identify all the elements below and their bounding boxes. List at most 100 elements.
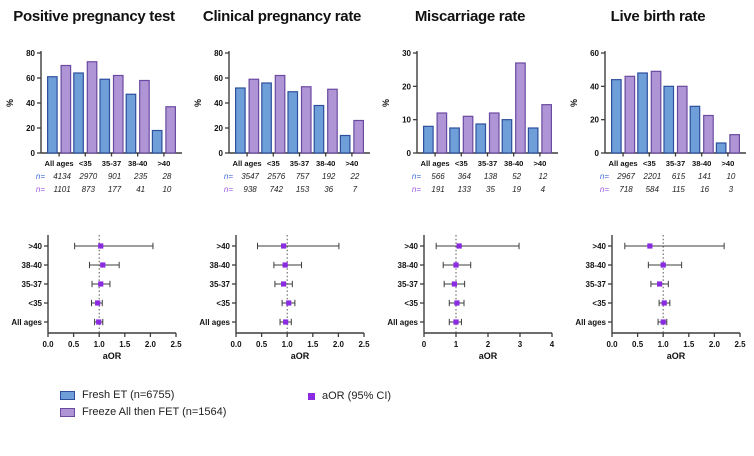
bar-fet [138, 79, 150, 154]
aor-marker [282, 319, 288, 325]
svg-text:<35: <35 [642, 159, 656, 168]
svg-text:235: 235 [133, 172, 148, 181]
svg-text:1.0: 1.0 [657, 340, 669, 349]
svg-text:35-37: 35-37 [477, 159, 496, 168]
svg-text:n=: n= [411, 172, 420, 181]
bar-chart-row: Positive pregnancy test 0 20 40 60 80% All ag… [0, 0, 754, 201]
bar-fet [247, 78, 259, 154]
bar-fet [702, 114, 714, 154]
svg-text:All ages: All ages [44, 159, 73, 168]
forest-plot-svg: 0 1 2 3 4 aOR >40 38-40 35-37 <35 All ages [387, 235, 554, 361]
svg-text:n=: n= [223, 185, 232, 194]
svg-text:4134: 4134 [53, 172, 71, 181]
bar-fet [728, 134, 740, 154]
svg-text:%: % [569, 99, 579, 107]
forest-plot-positive-pregnancy-test: 0.0 0.5 1.0 1.5 2.0 2.5 aOR >40 38-40 35-37 <35 All… [1, 225, 188, 367]
aor-marker [280, 243, 286, 249]
svg-text:115: 115 [672, 185, 685, 194]
aor-marker [453, 300, 460, 306]
svg-text:141: 141 [698, 172, 711, 181]
bar-fresh [448, 127, 460, 154]
aor-marker [661, 300, 667, 306]
svg-text:<35: <35 [266, 159, 280, 168]
svg-text:177: 177 [107, 185, 121, 194]
svg-text:364: 364 [457, 172, 471, 181]
chart-title-miscarriage-rate: Miscarriage rate [414, 8, 526, 25]
svg-text:>40: >40 [404, 242, 418, 251]
svg-text:3547: 3547 [241, 172, 259, 181]
svg-text:38-40: 38-40 [21, 261, 42, 270]
svg-text:566: 566 [431, 172, 445, 181]
aor-marker [97, 243, 103, 249]
svg-text:2967: 2967 [616, 172, 635, 181]
svg-text:36: 36 [324, 185, 333, 194]
panel-positive-pregnancy-test: Positive pregnancy test 0 20 40 60 80% All ag… [0, 0, 188, 201]
svg-text:0: 0 [406, 149, 411, 158]
svg-text:1.5: 1.5 [683, 340, 695, 349]
aor-marker [97, 281, 103, 287]
svg-text:2.5: 2.5 [358, 340, 370, 349]
aor-marker [660, 319, 666, 325]
bar-fresh [260, 82, 272, 154]
svg-text:n=: n= [411, 185, 420, 194]
bar-fresh [125, 93, 136, 154]
svg-text:38-40: 38-40 [503, 159, 522, 168]
svg-text:2.0: 2.0 [708, 340, 720, 349]
chart-title-clinical-pregnancy-rate: Clinical pregnancy rate [202, 8, 362, 25]
svg-text:38-40: 38-40 [127, 159, 146, 168]
svg-text:>40: >40 [345, 159, 358, 168]
svg-text:1.5: 1.5 [307, 340, 319, 349]
svg-text:20: 20 [402, 82, 411, 91]
bar-fet [112, 74, 124, 154]
svg-text:873: 873 [81, 185, 95, 194]
bar-fresh [46, 76, 58, 154]
aor-marker [452, 319, 459, 325]
svg-text:80: 80 [214, 49, 223, 58]
svg-text:2201: 2201 [642, 172, 661, 181]
svg-text:901: 901 [107, 172, 120, 181]
svg-text:<35: <35 [28, 299, 42, 308]
svg-text:>40: >40 [592, 242, 606, 251]
svg-text:aOR: aOR [666, 351, 685, 361]
forest-plot-svg: 0.0 0.5 1.0 1.5 2.0 2.5 aOR >40 38-40 35-37 <35 All… [575, 235, 746, 361]
svg-text:0.5: 0.5 [632, 340, 644, 349]
svg-text:153: 153 [295, 185, 309, 194]
forest-plot-svg: 0.0 0.5 1.0 1.5 2.0 2.5 aOR >40 38-40 35-37 <35 All… [199, 235, 370, 361]
bar-fet [462, 115, 473, 154]
svg-text:All ages: All ages [575, 318, 606, 327]
svg-text:1.0: 1.0 [281, 340, 293, 349]
svg-text:35: 35 [486, 185, 495, 194]
svg-text:<35: <35 [592, 299, 606, 308]
svg-text:40: 40 [214, 99, 223, 108]
bar-fet [164, 106, 176, 154]
bar-fresh [98, 78, 110, 154]
svg-text:138: 138 [483, 172, 497, 181]
svg-text:718: 718 [619, 185, 633, 194]
svg-text:16: 16 [700, 185, 709, 194]
bar-chart-live-birth-rate: 0 20 40 60% All ages <35 35-37 38-40 >40 n= 2967 22… [565, 41, 752, 201]
svg-text:All ages: All ages [11, 318, 42, 327]
bar-fresh [501, 119, 512, 154]
svg-text:<35: <35 [454, 159, 468, 168]
svg-text:35-37: 35-37 [209, 280, 230, 289]
bar-chart-svg: 0 20 40 60% All ages <35 35-37 38-40 >40 n= 2967 22… [569, 49, 746, 194]
panel-forest-clinical-pregnancy-rate: 0.0 0.5 1.0 1.5 2.0 2.5 aOR >40 38-40 35-37 <35 All… [188, 225, 376, 367]
aor-marker [452, 262, 459, 268]
bar-chart-clinical-pregnancy-rate: 0 20 40 60 80% All ages <35 35-37 38-40 >40 n= 3547… [189, 41, 376, 201]
bar-fresh [286, 91, 298, 154]
svg-text:>40: >40 [157, 159, 170, 168]
legend-item-fresh-et: Fresh ET (n=6755) [60, 389, 290, 401]
svg-text:615: 615 [671, 172, 685, 181]
svg-text:0: 0 [594, 149, 599, 158]
bar-fresh [715, 142, 726, 154]
svg-text:35-37: 35-37 [585, 280, 606, 289]
svg-text:%: % [381, 99, 391, 107]
svg-text:28: 28 [161, 172, 171, 181]
bar-fresh [234, 87, 246, 154]
bar-fresh [339, 134, 350, 154]
bar-chart-svg: 0 10 20 30% All ages <35 35-37 38-40 >40 n= 566 364… [381, 49, 558, 194]
svg-text:584: 584 [645, 185, 659, 194]
bar-fresh [422, 125, 434, 154]
svg-text:7: 7 [352, 185, 357, 194]
bar-fet [435, 112, 447, 154]
